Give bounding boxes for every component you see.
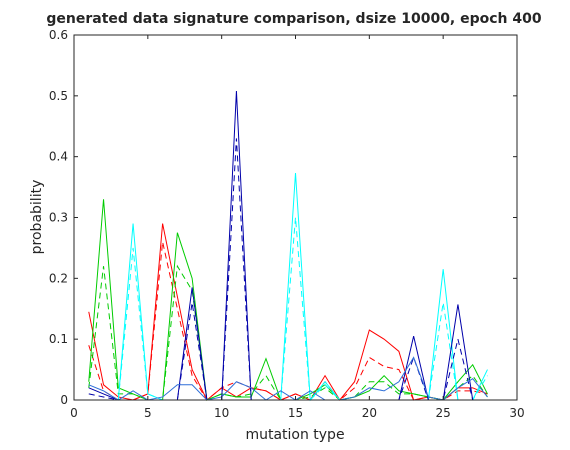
x-tick-label: 30 [509, 406, 524, 420]
y-tick-label: 0.1 [49, 332, 68, 346]
y-tick-label: 0 [60, 393, 68, 407]
x-tick-label: 15 [288, 406, 303, 420]
x-axis-label: mutation type [245, 427, 344, 443]
x-tick-label: 20 [362, 406, 377, 420]
x-tick-label: 0 [70, 406, 78, 420]
x-tick-label: 10 [214, 406, 229, 420]
x-tick-label: 5 [144, 406, 152, 420]
y-tick-label: 0.3 [49, 211, 68, 225]
x-tick-label: 25 [436, 406, 451, 420]
y-tick-label: 0.4 [49, 150, 68, 164]
y-axis-label: probability [29, 180, 45, 255]
chart-title: generated data signature comparison, dsi… [46, 11, 542, 27]
series-line-2 [88, 241, 488, 401]
series-line-9 [88, 356, 488, 401]
y-axis-ticks: 0 0.1 0.2 0.3 0.4 0.5 0.6 [49, 28, 517, 407]
plot-area [74, 35, 517, 400]
y-tick-label: 0.2 [49, 271, 68, 285]
x-axis-ticks: 0 5 10 15 20 25 30 [70, 35, 525, 420]
y-tick-label: 0.6 [49, 28, 68, 42]
y-tick-label: 0.5 [49, 89, 68, 103]
